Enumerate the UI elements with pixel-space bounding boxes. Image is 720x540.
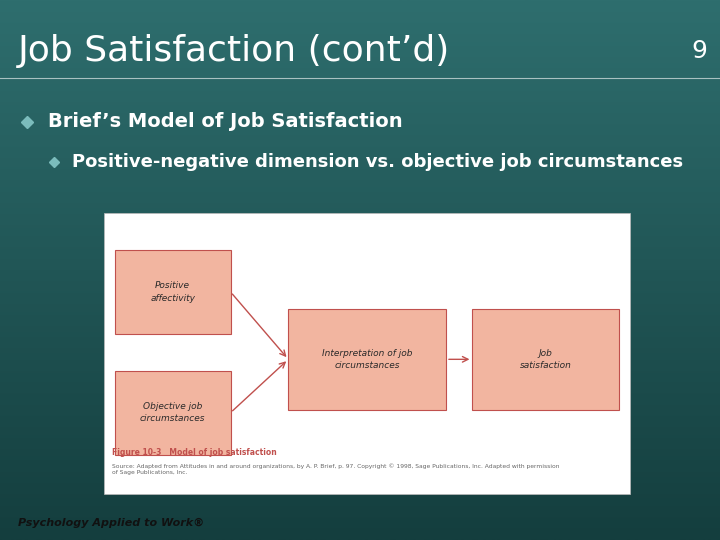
Text: Positive
affectivity: Positive affectivity [150, 281, 195, 303]
Bar [472, 309, 619, 410]
Text: Brief’s Model of Job Satisfaction: Brief’s Model of Job Satisfaction [48, 112, 402, 131]
Text: Job
satisfaction: Job satisfaction [520, 348, 572, 370]
Text: Positive-negative dimension vs. objective job circumstances: Positive-negative dimension vs. objectiv… [72, 153, 683, 171]
Bar [115, 250, 230, 334]
Text: Objective job
circumstances: Objective job circumstances [140, 402, 205, 423]
Text: Source: Adapted from Attitudes in and around organizations, by A. P. Brief, p. 9: Source: Adapted from Attitudes in and ar… [112, 463, 559, 475]
Text: Interpretation of job
circumstances: Interpretation of job circumstances [322, 348, 413, 370]
Bar [104, 213, 630, 494]
Text: Job Satisfaction (cont’d): Job Satisfaction (cont’d) [18, 35, 450, 68]
Text: Psychology Applied to Work®: Psychology Applied to Work® [18, 518, 204, 528]
Text: 9: 9 [691, 39, 707, 63]
Bar [115, 370, 230, 455]
Bar [288, 309, 446, 410]
Text: Figure 10-3   Model of job satisfaction: Figure 10-3 Model of job satisfaction [112, 448, 276, 457]
